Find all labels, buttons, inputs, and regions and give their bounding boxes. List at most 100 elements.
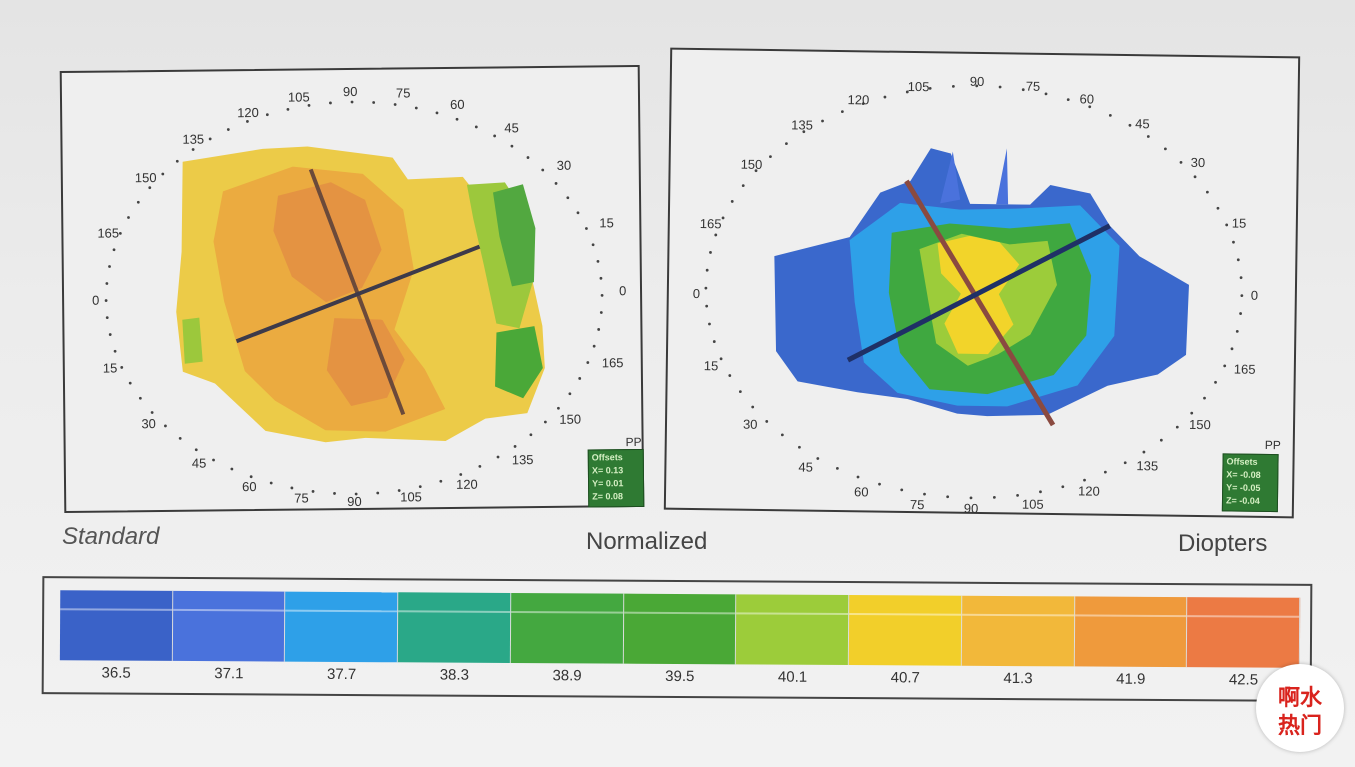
angle-dot xyxy=(856,475,860,479)
angle-dot xyxy=(526,156,530,159)
angle-dot xyxy=(414,106,418,110)
offset-y: Y= 0.01 xyxy=(591,478,624,489)
angle-dot xyxy=(585,227,588,230)
angle-dot xyxy=(333,492,336,495)
svg-text:150: 150 xyxy=(559,412,581,427)
angle-dot xyxy=(705,304,709,308)
angle-dot xyxy=(951,84,955,88)
angle-dot xyxy=(246,120,249,123)
angle-dot xyxy=(802,130,806,134)
svg-text:165: 165 xyxy=(1234,362,1256,377)
angle-dot xyxy=(1021,88,1025,92)
diopter-map-canvas: 90 75 105 60 120 45 135 30 150 15 165 0 … xyxy=(693,74,1258,516)
steep-axis-line xyxy=(308,168,406,416)
angle-dot xyxy=(998,85,1002,89)
angle-labels: 90 75 105 60 120 45 135 30 150 15 165 0 … xyxy=(92,84,626,509)
diopter-map-heatmap xyxy=(774,148,1189,417)
pp-label: PP xyxy=(625,434,642,450)
angle-dot xyxy=(741,184,745,188)
angle-dot xyxy=(178,437,182,440)
color-swatch xyxy=(172,590,286,662)
angle-dot xyxy=(1061,485,1065,489)
angle-dot xyxy=(104,299,108,302)
angle-dot xyxy=(307,104,311,107)
watermark-line1: 啊水 xyxy=(1277,685,1322,710)
svg-text:75: 75 xyxy=(910,497,925,512)
angle-dot xyxy=(478,465,482,468)
svg-text:15: 15 xyxy=(704,358,719,373)
angle-dot xyxy=(1230,347,1234,351)
caption-standard: Standard xyxy=(62,523,160,550)
angle-dot xyxy=(118,231,122,235)
angle-dot xyxy=(191,148,195,151)
angle-dot xyxy=(543,420,547,424)
angle-dot xyxy=(738,390,742,394)
color-swatch xyxy=(623,593,737,665)
angle-dot xyxy=(900,488,904,492)
angle-dot xyxy=(459,473,463,476)
angle-dot xyxy=(599,311,603,314)
svg-text:90: 90 xyxy=(347,494,362,509)
angle-dot xyxy=(780,433,784,437)
svg-text:90: 90 xyxy=(343,84,358,99)
svg-text:15: 15 xyxy=(599,215,614,230)
angle-dot xyxy=(127,216,130,219)
color-scale-value: 38.9 xyxy=(552,667,582,685)
color-swatch xyxy=(510,592,624,664)
angle-dot xyxy=(765,420,769,423)
caption-diopters: Diopters xyxy=(1178,530,1268,557)
svg-text:30: 30 xyxy=(557,158,572,173)
angle-dot xyxy=(418,485,422,489)
color-scale-value: 36.5 xyxy=(101,664,131,682)
angle-dot xyxy=(1239,276,1243,280)
angle-dot xyxy=(798,445,801,449)
color-scale-value: 38.3 xyxy=(439,666,469,684)
angle-dot xyxy=(113,349,117,353)
angle-dot xyxy=(148,186,152,190)
offsets-box: Offsets X= 0.13 Y= 0.01 Z= 0.08 xyxy=(587,448,645,508)
angle-dot xyxy=(529,433,533,437)
angle-dot xyxy=(905,90,909,94)
angle-dot xyxy=(1223,364,1227,368)
svg-text:165: 165 xyxy=(602,355,624,370)
svg-text:90: 90 xyxy=(964,501,979,516)
angle-dot xyxy=(150,411,154,414)
angle-dot xyxy=(1142,450,1146,454)
standard-map-canvas: 90 75 105 60 120 45 135 30 150 15 165 0 … xyxy=(92,84,626,509)
svg-text:0: 0 xyxy=(92,293,99,308)
angle-dot xyxy=(372,101,376,104)
angle-dot xyxy=(1236,258,1240,262)
color-scale-value: 37.1 xyxy=(214,665,244,683)
angle-dot xyxy=(496,455,500,459)
angle-dot xyxy=(712,340,716,343)
angle-dot xyxy=(596,259,600,263)
svg-text:120: 120 xyxy=(456,477,478,492)
color-swatch xyxy=(285,591,399,663)
angle-dot xyxy=(705,268,709,272)
angle-dot xyxy=(474,125,478,129)
angle-dot xyxy=(600,293,604,297)
svg-text:75: 75 xyxy=(1026,79,1041,94)
angle-dot xyxy=(136,200,140,204)
color-scale-labels: 36.5 37.1 37.7 38.3 38.9 39.5 40.1 40.7 41.3 41.9… xyxy=(60,664,1300,689)
angle-dot xyxy=(108,333,112,336)
angle-dot xyxy=(1232,240,1235,244)
angle-dot xyxy=(350,100,354,104)
angle-dot xyxy=(439,479,443,483)
angle-dot xyxy=(878,482,881,486)
angle-dot xyxy=(164,424,167,428)
angle-dot xyxy=(265,113,269,117)
color-scale-value: 40.1 xyxy=(777,668,808,686)
angle-dot xyxy=(1123,461,1127,465)
angle-dot xyxy=(721,216,725,220)
angle-dot xyxy=(105,316,109,320)
flat-axis-line xyxy=(235,244,481,344)
angle-dot xyxy=(510,144,514,148)
color-scale-value: 41.9 xyxy=(1116,670,1146,688)
angle-dot xyxy=(576,211,580,215)
angle-dot xyxy=(969,496,973,500)
angle-dot xyxy=(1103,470,1107,474)
angle-dot xyxy=(1205,190,1209,194)
angle-dot xyxy=(1235,329,1239,333)
svg-text:135: 135 xyxy=(182,132,204,147)
